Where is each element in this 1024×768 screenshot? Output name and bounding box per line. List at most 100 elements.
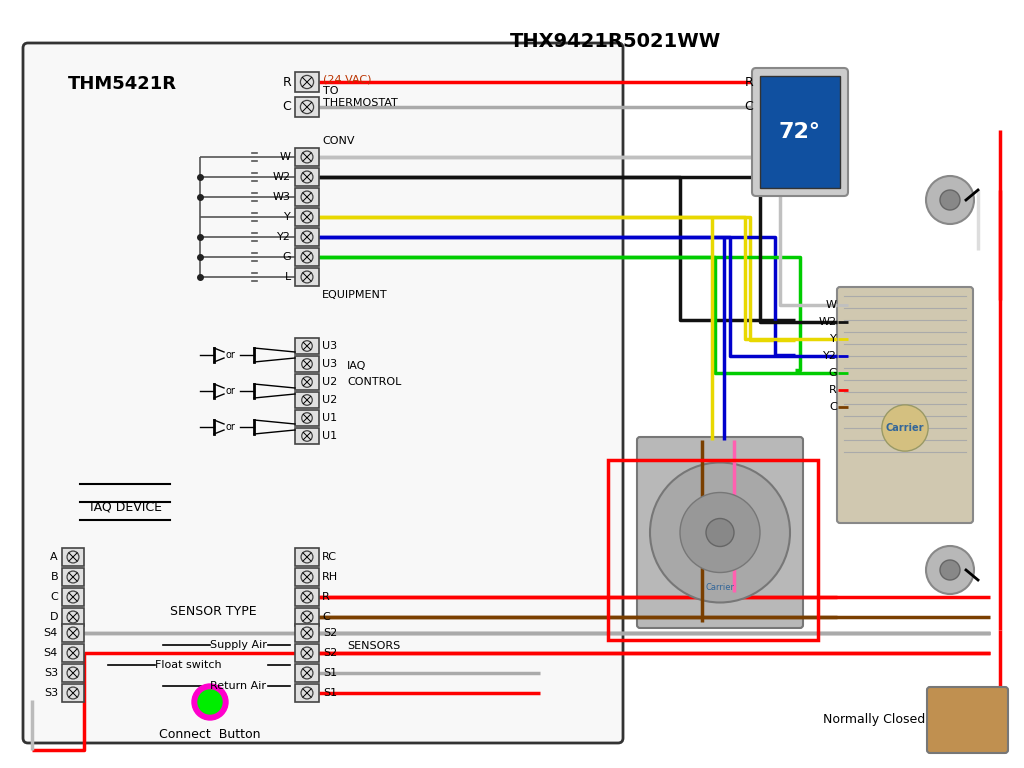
Text: THERMOSTAT: THERMOSTAT: [323, 98, 397, 108]
Text: R: R: [283, 75, 291, 88]
FancyBboxPatch shape: [295, 588, 319, 606]
Text: S3: S3: [44, 668, 58, 678]
FancyBboxPatch shape: [295, 664, 319, 682]
FancyBboxPatch shape: [295, 268, 319, 286]
Text: W2: W2: [272, 172, 291, 182]
FancyBboxPatch shape: [62, 568, 84, 586]
Text: W3: W3: [273, 192, 291, 202]
Text: (24 VAC): (24 VAC): [323, 74, 372, 84]
FancyBboxPatch shape: [295, 428, 319, 444]
FancyBboxPatch shape: [62, 684, 84, 702]
Circle shape: [680, 492, 760, 572]
FancyBboxPatch shape: [62, 608, 84, 626]
Text: U1: U1: [322, 413, 337, 423]
Circle shape: [193, 684, 228, 720]
Circle shape: [926, 546, 974, 594]
Text: S2: S2: [323, 648, 337, 658]
FancyBboxPatch shape: [295, 644, 319, 662]
Text: B: B: [50, 572, 58, 582]
Text: C: C: [322, 612, 330, 622]
Text: Return Air: Return Air: [210, 681, 266, 691]
Text: W2: W2: [819, 317, 837, 327]
Text: RC: RC: [322, 552, 337, 562]
Text: IAQ: IAQ: [347, 361, 367, 371]
Text: R: R: [322, 592, 330, 602]
Text: CONTROL: CONTROL: [347, 377, 401, 387]
FancyBboxPatch shape: [295, 608, 319, 626]
Text: U2: U2: [322, 377, 337, 387]
Text: Y2: Y2: [823, 351, 837, 361]
Circle shape: [650, 462, 790, 603]
Text: W: W: [280, 152, 291, 162]
Text: THM5421R: THM5421R: [68, 75, 177, 93]
Text: Carrier: Carrier: [886, 423, 925, 433]
Circle shape: [940, 560, 961, 580]
Text: D: D: [49, 612, 58, 622]
FancyBboxPatch shape: [837, 287, 973, 523]
Text: C: C: [283, 101, 291, 114]
FancyBboxPatch shape: [295, 168, 319, 186]
Text: S1: S1: [323, 668, 337, 678]
Circle shape: [198, 690, 222, 714]
FancyBboxPatch shape: [295, 97, 319, 117]
Text: Y2: Y2: [278, 232, 291, 242]
Text: U3: U3: [322, 359, 337, 369]
FancyBboxPatch shape: [23, 43, 623, 743]
FancyBboxPatch shape: [62, 548, 84, 566]
FancyBboxPatch shape: [295, 624, 319, 642]
Text: Carrier: Carrier: [706, 584, 734, 592]
FancyBboxPatch shape: [295, 568, 319, 586]
Text: W: W: [826, 300, 837, 310]
Text: C: C: [50, 592, 58, 602]
Text: SENSOR TYPE: SENSOR TYPE: [170, 605, 257, 618]
Text: A: A: [50, 552, 58, 562]
Text: C: C: [829, 402, 837, 412]
Text: R: R: [744, 75, 753, 88]
FancyBboxPatch shape: [295, 228, 319, 246]
FancyBboxPatch shape: [295, 72, 319, 92]
FancyBboxPatch shape: [760, 76, 840, 188]
FancyBboxPatch shape: [62, 644, 84, 662]
Text: Float switch: Float switch: [155, 660, 221, 670]
FancyBboxPatch shape: [927, 687, 1008, 753]
Text: or: or: [226, 422, 236, 432]
FancyBboxPatch shape: [295, 374, 319, 390]
FancyBboxPatch shape: [295, 356, 319, 372]
Text: C: C: [744, 101, 753, 114]
FancyBboxPatch shape: [637, 437, 803, 628]
Text: SENSORS: SENSORS: [347, 641, 400, 651]
Text: 72°: 72°: [779, 122, 821, 142]
FancyBboxPatch shape: [295, 548, 319, 566]
FancyBboxPatch shape: [295, 684, 319, 702]
FancyBboxPatch shape: [295, 392, 319, 408]
Text: EQUIPMENT: EQUIPMENT: [322, 290, 388, 300]
FancyBboxPatch shape: [752, 68, 848, 196]
Text: or: or: [226, 386, 236, 396]
Text: or: or: [226, 350, 236, 360]
FancyBboxPatch shape: [62, 664, 84, 682]
FancyBboxPatch shape: [62, 588, 84, 606]
Text: TO: TO: [323, 86, 339, 96]
FancyBboxPatch shape: [295, 188, 319, 206]
Text: Normally Closed: Normally Closed: [822, 713, 925, 727]
Text: CONV: CONV: [322, 136, 354, 146]
Text: S1: S1: [323, 688, 337, 698]
Text: RH: RH: [322, 572, 338, 582]
Text: S4: S4: [44, 628, 58, 638]
Text: G: G: [283, 252, 291, 262]
Circle shape: [926, 176, 974, 224]
Text: THX9421R5021WW: THX9421R5021WW: [509, 32, 721, 51]
Text: IAQ DEVICE: IAQ DEVICE: [90, 500, 162, 513]
Text: L: L: [285, 272, 291, 282]
Text: S3: S3: [44, 688, 58, 698]
Text: U2: U2: [322, 395, 337, 405]
Circle shape: [706, 518, 734, 547]
FancyBboxPatch shape: [295, 248, 319, 266]
Circle shape: [940, 190, 961, 210]
Text: Y: Y: [285, 212, 291, 222]
Text: G: G: [828, 368, 837, 378]
Text: S4: S4: [44, 648, 58, 658]
Text: Connect  Button: Connect Button: [160, 728, 261, 741]
FancyBboxPatch shape: [62, 624, 84, 642]
Text: Supply Air: Supply Air: [210, 640, 267, 650]
